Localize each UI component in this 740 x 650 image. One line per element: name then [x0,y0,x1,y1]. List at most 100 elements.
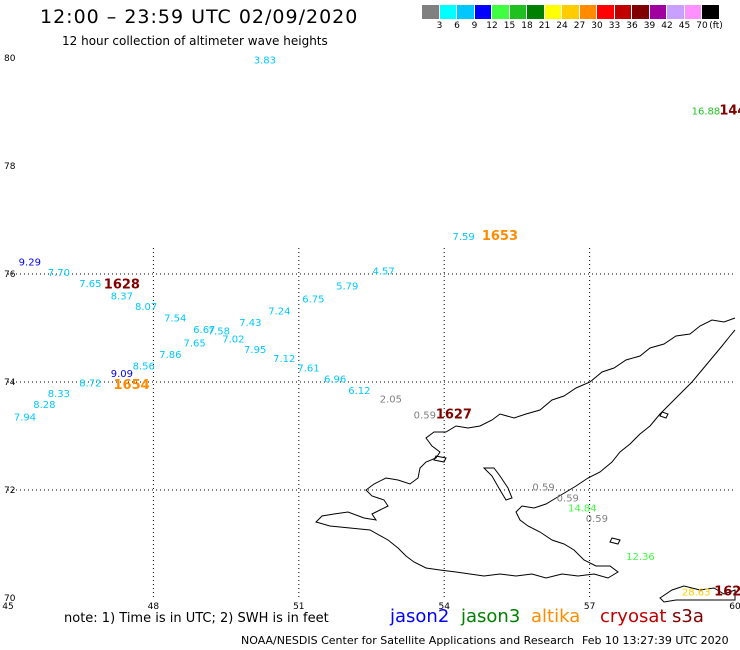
wave-height-value: 6.67 [193,325,215,336]
wave-height-value: 8.33 [48,389,70,400]
coastline-islet [609,537,621,545]
coastline-islet [659,411,669,419]
wave-height-value: 7.70 [48,268,70,279]
timestamp-text: Feb 10 13:27:39 UTC 2020 [582,634,729,647]
color-scale-tick: 30 [591,21,603,31]
wave-height-value: 0.59 [557,493,579,504]
color-swatch [439,5,457,19]
latitude-label: 76 [4,270,16,280]
wave-height-value: 0.59 [586,514,608,525]
wave-height-value: 7.58 [208,326,230,337]
wave-height-value: 6.96 [324,375,346,386]
longitude-label: 45 [2,602,13,612]
color-scale-tick: 9 [471,21,478,31]
color-swatch [544,5,562,19]
color-scale-unit: (ft) [709,21,723,31]
wave-height-value: 7.94 [14,412,36,423]
satellite-legend-cryosat: cryosat [600,606,667,627]
wave-height-value: 4.57 [372,267,394,278]
wave-height-value: 7.95 [244,345,266,356]
wave-height-value: 7.86 [159,350,181,361]
color-scale-tick: 21 [538,21,551,31]
longitude-label: 54 [438,602,450,612]
wave-height-value: 12.36 [626,552,655,563]
pass-time-labels: 1628 1653 1654 1627 1448 162 [104,104,740,600]
wave-height-value: 2.05 [380,395,402,406]
wave-height-value: 14.84 [568,504,597,515]
longitude-label: 51 [293,602,304,612]
color-scale-tick: 24 [556,21,568,31]
pass-time-value: 1448 [719,104,740,119]
map-subtitle: 12 hour collection of altimeter wave hei… [62,34,328,48]
satellite-legend-altika: altika [531,606,581,627]
wave-height-value: 8.56 [133,362,155,373]
longitude-label: 57 [584,602,595,612]
wave-height-value: 7.54 [164,314,186,325]
color-scale-tick: 36 [626,21,638,31]
color-swatch [509,5,527,19]
note-text: note: 1) Time is in UTC; 2) SWH is in fe… [64,611,329,626]
latitude-label: 70 [4,594,16,604]
latitude-label: 74 [4,378,16,388]
wave-height-value: 7.65 [79,279,101,290]
coastline-strait [482,467,513,501]
wave-height-value: 6.75 [302,295,324,306]
map-title: 12:00 – 23:59 UTC 02/09/2020 [40,6,359,28]
wave-height-value: 8.07 [135,302,157,313]
wave-height-value: 0.59 [532,483,554,494]
color-scale-tick: 18 [521,21,533,31]
longitude-label: 48 [148,602,160,612]
wave-height-value: 7.24 [268,307,290,318]
wave-height-value: 3.83 [254,55,276,66]
wave-height-value: 7.12 [273,354,295,365]
wave-height-labels: 3.8316.889.297.707.658.378.077.546.677.5… [14,55,720,598]
color-swatch [684,5,702,19]
color-swatch [527,5,545,19]
color-scale-bar [422,5,720,19]
latitude-label: 80 [4,54,16,64]
wave-height-value: 9.29 [19,257,41,268]
color-swatch [597,5,615,19]
color-swatch [492,5,510,19]
wave-height-value: 8.72 [79,378,101,389]
pass-time-value: 1653 [482,229,518,244]
longitude-label: 60 [729,602,740,612]
coastline-mainland [659,585,736,603]
coastline-islet [433,455,447,463]
wave-height-value: 7.61 [297,364,319,375]
color-scale-tick: 45 [678,21,691,31]
novaya-zemlya-coastline [315,317,736,603]
color-swatch [474,5,492,19]
wave-height-value: 7.65 [183,338,205,349]
color-scale-tick: 6 [454,21,460,31]
wave-height-value: 7.59 [452,232,474,243]
color-swatch [667,5,685,19]
pass-time-value: 1654 [113,378,149,393]
credit-text: NOAA/NESDIS Center for Satellite Applica… [241,634,575,647]
color-swatch [422,5,440,19]
color-scale-tick: 42 [661,21,673,31]
wave-height-value: 0.59 [414,411,436,422]
pass-time-value: 1627 [436,408,472,423]
color-swatch [614,5,632,19]
color-scale-tick: 12 [486,21,498,31]
satellite-legend-s3a: s3a [672,606,704,627]
wave-height-value: 16.88 [692,107,721,118]
color-scale-tick: 33 [608,21,621,31]
wave-height-value: 5.79 [336,282,358,293]
color-swatch [457,5,475,19]
satellite-legend-jason2: jason2 [390,606,450,627]
color-scale-tick: 3 [436,21,443,31]
color-swatch [579,5,597,19]
coastline-north-island [315,317,736,579]
color-swatch [632,5,650,19]
wave-height-value: 6.12 [348,386,370,397]
color-swatch [649,5,667,19]
wave-height-value: 7.43 [239,318,261,329]
color-scale-tick: 15 [503,21,516,31]
color-scale-tick: 27 [573,21,586,31]
color-swatch [562,5,580,19]
wave-height-value: 28.63 [682,587,711,598]
